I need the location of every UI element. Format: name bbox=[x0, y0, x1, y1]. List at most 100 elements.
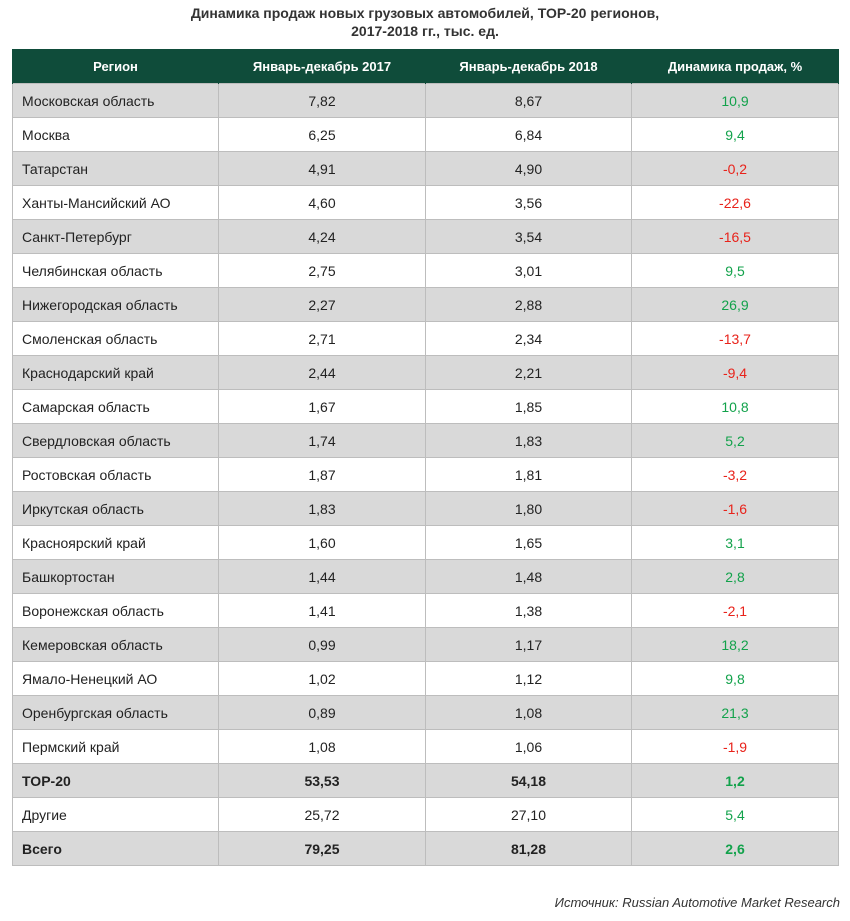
table-row: Воронежская область 1,41 1,38 -2,1 bbox=[12, 593, 839, 628]
dynamics-cell: 9,8 bbox=[631, 661, 839, 696]
column-header-dynamics: Динамика продаж, % bbox=[631, 49, 839, 84]
value-2018-cell: 27,10 bbox=[425, 797, 632, 832]
dynamics-cell: 2,6 bbox=[631, 831, 839, 866]
dynamics-cell: -3,2 bbox=[631, 457, 839, 492]
value-2017-cell: 79,25 bbox=[218, 831, 426, 866]
header-row: Регион Январь-декабрь 2017 Январь-декабр… bbox=[12, 49, 839, 84]
region-cell: Санкт-Петербург bbox=[12, 219, 219, 254]
region-cell: Всего bbox=[12, 831, 219, 866]
value-2018-cell: 1,85 bbox=[425, 389, 632, 424]
value-2017-cell: 53,53 bbox=[218, 763, 426, 798]
region-cell: Воронежская область bbox=[12, 593, 219, 628]
dynamics-cell: 26,9 bbox=[631, 287, 839, 322]
dynamics-cell: 9,4 bbox=[631, 117, 839, 152]
region-cell: Красноярский край bbox=[12, 525, 219, 560]
column-header-2017: Январь-декабрь 2017 bbox=[218, 49, 426, 84]
value-2017-cell: 1,87 bbox=[218, 457, 426, 492]
value-2017-cell: 4,60 bbox=[218, 185, 426, 220]
table-row: TOP-20 53,53 54,18 1,2 bbox=[12, 763, 839, 798]
table-row: Красноярский край 1,60 1,65 3,1 bbox=[12, 525, 839, 560]
value-2017-cell: 6,25 bbox=[218, 117, 426, 152]
dynamics-cell: 5,4 bbox=[631, 797, 839, 832]
table-row: Всего 79,25 81,28 2,6 bbox=[12, 831, 839, 866]
table-row: Пермский край 1,08 1,06 -1,9 bbox=[12, 729, 839, 764]
table-row: Краснодарский край 2,44 2,21 -9,4 bbox=[12, 355, 839, 390]
table-row: Смоленская область 2,71 2,34 -13,7 bbox=[12, 321, 839, 356]
value-2018-cell: 1,06 bbox=[425, 729, 632, 764]
value-2018-cell: 54,18 bbox=[425, 763, 632, 798]
dynamics-cell: 2,8 bbox=[631, 559, 839, 594]
table-body: Московская область 7,82 8,67 10,9 Москва 6,25… bbox=[12, 83, 839, 866]
value-2017-cell: 1,83 bbox=[218, 491, 426, 526]
value-2017-cell: 1,60 bbox=[218, 525, 426, 560]
value-2017-cell: 1,02 bbox=[218, 661, 426, 696]
value-2018-cell: 8,67 bbox=[425, 83, 632, 118]
region-cell: Свердловская область bbox=[12, 423, 219, 458]
value-2018-cell: 1,08 bbox=[425, 695, 632, 730]
region-cell: Башкортостан bbox=[12, 559, 219, 594]
dynamics-cell: 3,1 bbox=[631, 525, 839, 560]
region-cell: Ростовская область bbox=[12, 457, 219, 492]
value-2017-cell: 1,67 bbox=[218, 389, 426, 424]
table-row: Самарская область 1,67 1,85 10,8 bbox=[12, 389, 839, 424]
value-2018-cell: 2,21 bbox=[425, 355, 632, 390]
value-2018-cell: 1,80 bbox=[425, 491, 632, 526]
table-row: Ханты-Мансийский АО 4,60 3,56 -22,6 bbox=[12, 185, 839, 220]
sales-table: Регион Январь-декабрь 2017 Январь-декабр… bbox=[12, 49, 839, 866]
region-cell: Краснодарский край bbox=[12, 355, 219, 390]
region-cell: Москва bbox=[12, 117, 219, 152]
title-line-2: 2017-2018 гг., тыс. ед. bbox=[351, 23, 499, 39]
title-line-1: Динамика продаж новых грузовых автомобил… bbox=[190, 5, 660, 21]
region-cell: Смоленская область bbox=[12, 321, 219, 356]
dynamics-cell: 5,2 bbox=[631, 423, 839, 458]
table-row: Оренбургская область 0,89 1,08 21,3 bbox=[12, 695, 839, 730]
table-row: Иркутская область 1,83 1,80 -1,6 bbox=[12, 491, 839, 526]
region-cell: Московская область bbox=[12, 83, 219, 118]
dynamics-cell: 10,9 bbox=[631, 83, 839, 118]
table-row: Другие 25,72 27,10 5,4 bbox=[12, 797, 839, 832]
value-2017-cell: 25,72 bbox=[218, 797, 426, 832]
value-2018-cell: 2,34 bbox=[425, 321, 632, 356]
dynamics-cell: -0,2 bbox=[631, 151, 839, 186]
region-cell: Нижегородская область bbox=[12, 287, 219, 322]
dynamics-cell: 9,5 bbox=[631, 253, 839, 288]
region-cell: Оренбургская область bbox=[12, 695, 219, 730]
value-2017-cell: 0,89 bbox=[218, 695, 426, 730]
dynamics-cell: -22,6 bbox=[631, 185, 839, 220]
table-row: Свердловская область 1,74 1,83 5,2 bbox=[12, 423, 839, 458]
dynamics-cell: 1,2 bbox=[631, 763, 839, 798]
table-row: Башкортостан 1,44 1,48 2,8 bbox=[12, 559, 839, 594]
dynamics-cell: -9,4 bbox=[631, 355, 839, 390]
value-2018-cell: 1,48 bbox=[425, 559, 632, 594]
region-cell: Ханты-Мансийский АО bbox=[12, 185, 219, 220]
value-2018-cell: 1,12 bbox=[425, 661, 632, 696]
table-row: Москва 6,25 6,84 9,4 bbox=[12, 117, 839, 152]
dynamics-cell: -16,5 bbox=[631, 219, 839, 254]
value-2018-cell: 3,01 bbox=[425, 253, 632, 288]
value-2018-cell: 1,81 bbox=[425, 457, 632, 492]
table-row: Московская область 7,82 8,67 10,9 bbox=[12, 83, 839, 118]
value-2017-cell: 1,08 bbox=[218, 729, 426, 764]
value-2017-cell: 0,99 bbox=[218, 627, 426, 662]
value-2018-cell: 1,38 bbox=[425, 593, 632, 628]
dynamics-cell: 21,3 bbox=[631, 695, 839, 730]
table-row: Ростовская область 1,87 1,81 -3,2 bbox=[12, 457, 839, 492]
value-2017-cell: 2,44 bbox=[218, 355, 426, 390]
table-row: Татарстан 4,91 4,90 -0,2 bbox=[12, 151, 839, 186]
value-2017-cell: 1,41 bbox=[218, 593, 426, 628]
dynamics-cell: -1,6 bbox=[631, 491, 839, 526]
dynamics-cell: 18,2 bbox=[631, 627, 839, 662]
table-row: Нижегородская область 2,27 2,88 26,9 bbox=[12, 287, 839, 322]
region-cell: Иркутская область bbox=[12, 491, 219, 526]
column-header-2018: Январь-декабрь 2018 bbox=[425, 49, 632, 84]
table-row: Санкт-Петербург 4,24 3,54 -16,5 bbox=[12, 219, 839, 254]
value-2017-cell: 4,91 bbox=[218, 151, 426, 186]
value-2018-cell: 2,88 bbox=[425, 287, 632, 322]
column-header-region: Регион bbox=[12, 49, 219, 84]
value-2018-cell: 6,84 bbox=[425, 117, 632, 152]
value-2018-cell: 4,90 bbox=[425, 151, 632, 186]
dynamics-cell: -1,9 bbox=[631, 729, 839, 764]
value-2018-cell: 3,56 bbox=[425, 185, 632, 220]
value-2017-cell: 1,44 bbox=[218, 559, 426, 594]
region-cell: Кемеровская область bbox=[12, 627, 219, 662]
